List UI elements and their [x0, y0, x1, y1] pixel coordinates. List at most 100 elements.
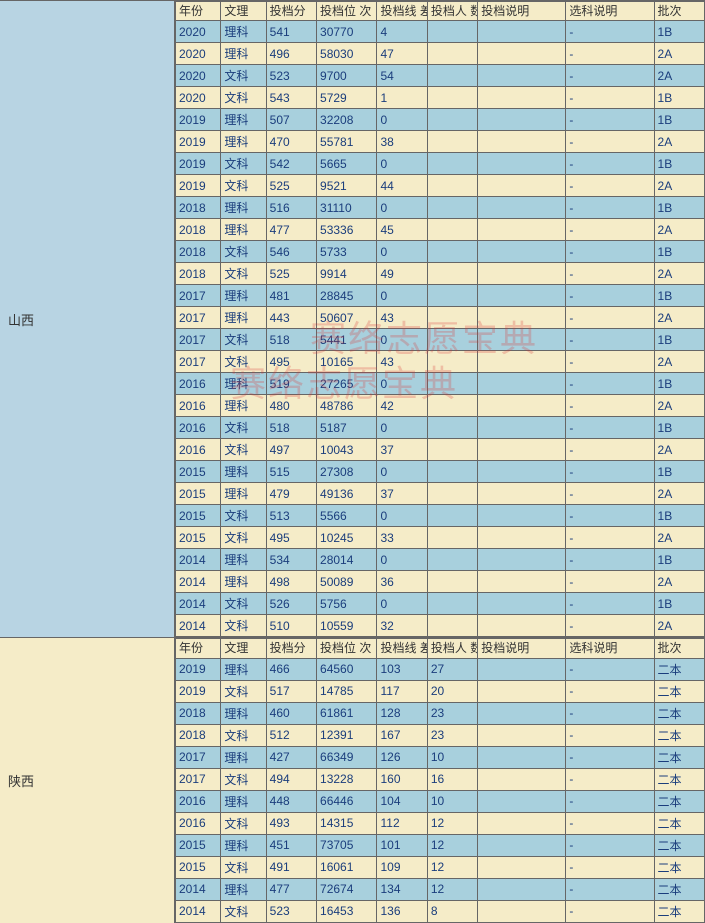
cell-type: 文科 — [221, 680, 266, 702]
cell-batch: 二本 — [654, 746, 704, 768]
cell-note1 — [478, 395, 566, 417]
cell-note1 — [478, 87, 566, 109]
cell-year: 2018 — [176, 241, 221, 263]
cell-batch: 1B — [654, 373, 704, 395]
cell-note2: - — [566, 571, 654, 593]
cell-rank: 9700 — [317, 65, 377, 87]
cell-note2: - — [566, 65, 654, 87]
cell-note1 — [478, 812, 566, 834]
cell-type: 理科 — [221, 549, 266, 571]
cell-note2: - — [566, 263, 654, 285]
cell-note2: - — [566, 549, 654, 571]
cell-diff: 0 — [377, 505, 427, 527]
cell-count — [427, 373, 477, 395]
cell-score: 497 — [266, 439, 316, 461]
cell-diff: 0 — [377, 109, 427, 131]
cell-type: 理科 — [221, 834, 266, 856]
cell-diff: 37 — [377, 483, 427, 505]
column-header-note2: 选科说明 — [566, 639, 654, 658]
cell-score: 541 — [266, 21, 316, 43]
cell-score: 523 — [266, 900, 316, 922]
cell-count — [427, 307, 477, 329]
cell-score: 518 — [266, 329, 316, 351]
admission-table: 年份文理投档分投档位 次投档线 差投档人 数投档说明选科说明批次2020理科54… — [175, 1, 705, 637]
cell-count: 23 — [427, 724, 477, 746]
cell-diff: 101 — [377, 834, 427, 856]
cell-batch: 二本 — [654, 658, 704, 680]
cell-year: 2017 — [176, 307, 221, 329]
cell-year: 2018 — [176, 197, 221, 219]
cell-note2: - — [566, 43, 654, 65]
table-row: 2014理科4777267413412-二本 — [176, 878, 705, 900]
cell-rank: 5187 — [317, 417, 377, 439]
column-header-rank: 投档位 次 — [317, 2, 377, 21]
province-section: 陕西年份文理投档分投档位 次投档线 差投档人 数投档说明选科说明批次2019理科… — [0, 637, 705, 922]
table-row: 2016理科4486644610410-二本 — [176, 790, 705, 812]
cell-note1 — [478, 790, 566, 812]
cell-note1 — [478, 658, 566, 680]
cell-batch: 2A — [654, 307, 704, 329]
cell-year: 2017 — [176, 746, 221, 768]
table-row: 2015文科4951024533-2A — [176, 527, 705, 549]
cell-score: 479 — [266, 483, 316, 505]
cell-note1 — [478, 351, 566, 373]
cell-count — [427, 131, 477, 153]
cell-note2: - — [566, 439, 654, 461]
cell-diff: 0 — [377, 197, 427, 219]
cell-count — [427, 197, 477, 219]
cell-note1 — [478, 856, 566, 878]
table-row: 2019文科5171478511720-二本 — [176, 680, 705, 702]
cell-score: 427 — [266, 746, 316, 768]
cell-note2: - — [566, 790, 654, 812]
cell-diff: 33 — [377, 527, 427, 549]
cell-note2: - — [566, 395, 654, 417]
cell-count — [427, 153, 477, 175]
cell-batch: 1B — [654, 329, 704, 351]
table-row: 2014文科52657560-1B — [176, 593, 705, 615]
cell-batch: 1B — [654, 153, 704, 175]
cell-note2: - — [566, 241, 654, 263]
cell-count — [427, 505, 477, 527]
cell-batch: 1B — [654, 549, 704, 571]
cell-rank: 10559 — [317, 615, 377, 637]
cell-batch: 2A — [654, 615, 704, 637]
cell-note1 — [478, 285, 566, 307]
cell-note1 — [478, 593, 566, 615]
cell-rank: 14785 — [317, 680, 377, 702]
cell-year: 2015 — [176, 834, 221, 856]
table-row: 2016理科4804878642-2A — [176, 395, 705, 417]
cell-note1 — [478, 43, 566, 65]
cell-batch: 1B — [654, 21, 704, 43]
cell-batch: 2A — [654, 43, 704, 65]
cell-type: 理科 — [221, 702, 266, 724]
cell-batch: 二本 — [654, 856, 704, 878]
cell-diff: 0 — [377, 461, 427, 483]
cell-type: 文科 — [221, 65, 266, 87]
table-row: 2019理科507322080-1B — [176, 109, 705, 131]
cell-type: 理科 — [221, 790, 266, 812]
cell-batch: 二本 — [654, 702, 704, 724]
table-row: 2017文科4941322816016-二本 — [176, 768, 705, 790]
column-header-diff: 投档线 差 — [377, 2, 427, 21]
cell-note2: - — [566, 878, 654, 900]
cell-batch: 1B — [654, 197, 704, 219]
cell-diff: 44 — [377, 175, 427, 197]
cell-type: 文科 — [221, 241, 266, 263]
cell-score: 448 — [266, 790, 316, 812]
cell-batch: 2A — [654, 131, 704, 153]
cell-note2: - — [566, 197, 654, 219]
cell-rank: 13228 — [317, 768, 377, 790]
column-header-year: 年份 — [176, 2, 221, 21]
cell-year: 2020 — [176, 43, 221, 65]
cell-diff: 0 — [377, 329, 427, 351]
cell-rank: 66446 — [317, 790, 377, 812]
cell-count: 23 — [427, 702, 477, 724]
cell-note2: - — [566, 285, 654, 307]
cell-type: 文科 — [221, 527, 266, 549]
cell-score: 513 — [266, 505, 316, 527]
cell-count — [427, 461, 477, 483]
cell-type: 文科 — [221, 175, 266, 197]
table-header-row: 年份文理投档分投档位 次投档线 差投档人 数投档说明选科说明批次 — [176, 639, 705, 658]
cell-note2: - — [566, 483, 654, 505]
table-row: 2014文科5101055932-2A — [176, 615, 705, 637]
